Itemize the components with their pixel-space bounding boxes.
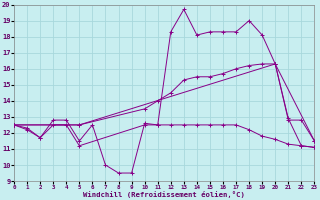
X-axis label: Windchill (Refroidissement éolien,°C): Windchill (Refroidissement éolien,°C) [83, 191, 245, 198]
